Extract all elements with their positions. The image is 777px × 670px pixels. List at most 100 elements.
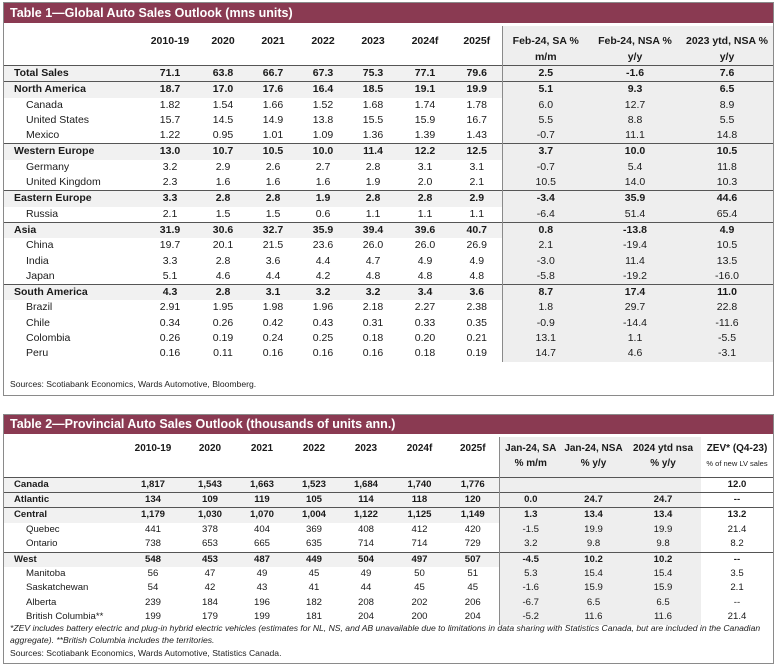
year-value-cell: 47: [204, 567, 216, 579]
change-value-cell: -13.8: [589, 221, 681, 239]
table-row: Central 1,179 1,030 1,070 1,004 1,122 1,125 1,1…: [4, 507, 773, 523]
year-value-cell: 0.16: [312, 347, 334, 360]
change-value-cell: -19.2: [589, 268, 681, 285]
year-value-cell: 1.54: [212, 98, 234, 111]
table1-header-year: 2022: [311, 35, 335, 47]
year-value-cell: 35.9: [298, 221, 348, 239]
year-value-cell: 181: [305, 611, 322, 623]
year-value-cell: 0.6: [315, 207, 331, 220]
year-value-cell: 18.7: [142, 81, 198, 98]
year-value-cell: 49: [256, 567, 268, 579]
year-value-cell: 0.31: [362, 316, 384, 329]
row-label: Chile: [26, 316, 50, 329]
row-label: Central: [4, 507, 122, 523]
zev-value-cell: 21.4: [727, 523, 747, 535]
row-label: China: [26, 239, 54, 252]
year-value-cell: 114: [340, 491, 392, 508]
year-value-cell: 1.82: [159, 98, 181, 111]
year-value-cell: 15.7: [159, 113, 181, 126]
row-label: United Kingdom: [26, 176, 101, 189]
row-label: Ontario: [26, 538, 58, 550]
year-value-cell: 18.5: [348, 81, 398, 98]
table2-header-change: Jan-24, SA % m/m: [498, 437, 562, 477]
change-value-cell: 6.5: [562, 595, 625, 611]
year-value-cell: 120: [447, 491, 499, 508]
table1-header-year: 2023: [361, 35, 385, 47]
change-value-cell: 10.5: [501, 175, 589, 191]
change-value-cell: 5.4: [589, 159, 681, 176]
table-row: Canada 1,817 1,543 1,663 1,523 1,684 1,740 1,77…: [4, 476, 773, 493]
year-value-cell: 42: [204, 582, 216, 594]
table-row: Chile 0.34 0.26 0.42 0.43 0.31 0.33 0.35 -0.9 -14…: [4, 315, 773, 332]
year-value-cell: 4.2: [315, 269, 331, 282]
change-value-cell: -19.4: [589, 238, 681, 254]
change-value-cell: 6.5: [681, 81, 773, 98]
table-row: North America 18.7 17.0 17.6 16.4 18.5 19.1 19.…: [4, 81, 773, 98]
year-value-cell: 2.1: [162, 207, 178, 220]
year-value-cell: 1.6: [215, 176, 231, 189]
table2-provincial-auto-sales: Table 2—Provincial Auto Sales Outlook (t…: [3, 414, 774, 664]
header-line: % m/m: [514, 458, 547, 469]
row-label: Total Sales: [4, 64, 142, 82]
table2-grid: 2010-19 2020 2021 2022 2023 2024f 2025f …: [4, 437, 773, 625]
year-value-cell: 3.3: [142, 190, 198, 207]
year-value-cell: 179: [201, 611, 218, 623]
year-value-cell: 412: [411, 523, 428, 535]
change-value-cell: [625, 476, 701, 493]
change-value-cell: 19.9: [625, 522, 701, 538]
change-value-cell: 3.2: [498, 537, 562, 553]
year-value-cell: 10.0: [298, 143, 348, 160]
change-value-cell: -1.6: [498, 581, 562, 596]
change-value-cell: 6.0: [501, 97, 589, 113]
year-value-cell: 26.9: [466, 239, 487, 252]
year-value-cell: 665: [253, 538, 270, 550]
year-value-cell: 504: [340, 551, 392, 567]
change-value-cell: -14.4: [589, 315, 681, 332]
year-value-cell: 548: [122, 551, 184, 567]
year-value-cell: 3.2: [298, 284, 348, 301]
year-value-cell: 3.1: [417, 160, 433, 173]
header-line: 2023 ytd, NSA %: [686, 35, 768, 47]
year-value-cell: 2.9: [215, 160, 231, 173]
year-value-cell: 44: [360, 582, 372, 594]
year-value-cell: 19.1: [398, 81, 452, 98]
change-value-cell: 13.5: [681, 253, 773, 269]
table-row: Colombia 0.26 0.19 0.24 0.25 0.18 0.20 0.21 13.1…: [4, 331, 773, 347]
year-value-cell: 26.0: [414, 239, 436, 252]
row-label: Western Europe: [4, 143, 142, 160]
year-value-cell: 507: [447, 551, 499, 567]
change-value-cell: 11.6: [562, 610, 625, 625]
year-value-cell: 199: [144, 611, 161, 623]
change-value-cell: 11.8: [681, 159, 773, 176]
year-value-cell: 75.3: [348, 64, 398, 82]
change-value-cell: 51.4: [589, 206, 681, 223]
year-value-cell: 16.7: [466, 113, 487, 126]
year-value-cell: 1,543: [184, 476, 236, 493]
year-value-cell: 21.5: [262, 239, 284, 252]
year-value-cell: 0.19: [212, 332, 234, 345]
year-value-cell: 119: [236, 491, 288, 508]
row-label: Atlantic: [4, 491, 122, 508]
change-value-cell: 12.7: [589, 97, 681, 113]
change-value-cell: 14.7: [501, 346, 589, 362]
year-value-cell: 2.27: [414, 301, 436, 314]
year-value-cell: 2.8: [365, 160, 381, 173]
change-value-cell: 1.3: [498, 507, 562, 523]
year-value-cell: 714: [357, 538, 374, 550]
year-value-cell: 10.5: [248, 143, 298, 160]
table1-header-change: Feb-24, NSA % y/y: [589, 26, 681, 66]
row-label: Asia: [4, 221, 142, 239]
year-value-cell: 369: [305, 523, 322, 535]
zev-value-cell: 12.0: [701, 476, 773, 493]
year-value-cell: 0.42: [262, 316, 284, 329]
year-value-cell: 54: [147, 582, 159, 594]
year-value-cell: 2.8: [215, 254, 231, 267]
year-value-cell: 2.8: [248, 190, 298, 207]
change-value-cell: -3.0: [501, 253, 589, 269]
change-value-cell: 2.5: [501, 64, 589, 82]
change-value-cell: -6.4: [501, 206, 589, 223]
year-value-cell: 487: [236, 551, 288, 567]
year-value-cell: 1.22: [159, 129, 181, 142]
zev-value-cell: 13.2: [701, 507, 773, 523]
table2-title: Table 2—Provincial Auto Sales Outlook (t…: [4, 415, 773, 434]
